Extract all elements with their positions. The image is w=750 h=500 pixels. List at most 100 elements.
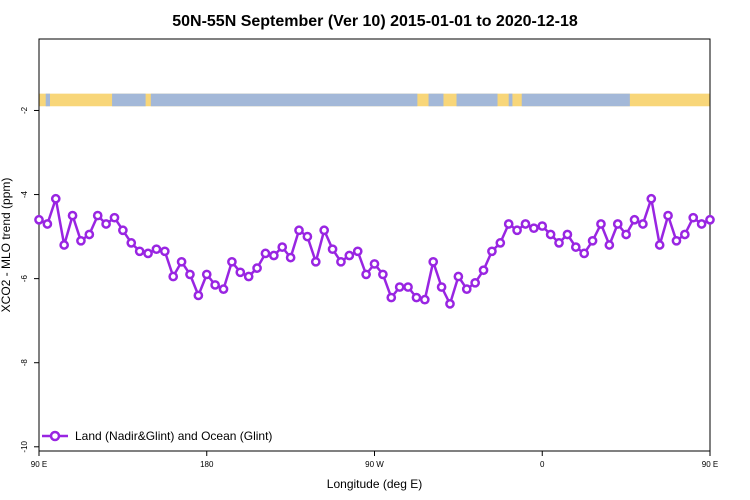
data-point xyxy=(436,282,447,292)
y-axis-label: XCO2 - MLO trend (ppm) xyxy=(0,178,13,313)
data-point xyxy=(612,219,623,229)
ocean-segment xyxy=(456,93,498,107)
data-point xyxy=(34,214,44,225)
y-tick-label: -6 xyxy=(20,275,29,283)
data-point xyxy=(478,265,489,276)
legend-label: Land (Nadir&Glint) and Ocean (Glint) xyxy=(75,429,272,443)
data-point xyxy=(378,269,388,280)
ocean-segment xyxy=(150,93,418,107)
data-point xyxy=(143,248,153,259)
data-point xyxy=(310,256,321,267)
data-point xyxy=(587,235,598,246)
data-point xyxy=(621,229,631,240)
data-point xyxy=(411,292,422,303)
data-point xyxy=(252,263,262,273)
x-tick-label: 0 xyxy=(540,460,545,469)
ocean-segment xyxy=(508,93,513,107)
data-point xyxy=(394,282,405,292)
data-point xyxy=(705,214,715,225)
data-point xyxy=(638,219,648,229)
data-point xyxy=(487,246,497,257)
data-point xyxy=(218,284,229,294)
data-point xyxy=(50,193,61,204)
data-point xyxy=(688,212,699,223)
data-point xyxy=(646,193,657,204)
data-point xyxy=(302,231,313,242)
data-point xyxy=(101,219,111,229)
data-point xyxy=(679,229,690,240)
data-point xyxy=(570,242,581,252)
data-point xyxy=(512,225,522,236)
data-point xyxy=(445,299,455,309)
x-axis-label: Longitude (deg E) xyxy=(327,477,422,491)
data-point xyxy=(403,282,413,292)
data-point xyxy=(629,214,640,225)
chart-title: 50N-55N September (Ver 10) 2015-01-01 to… xyxy=(172,13,578,30)
y-axis: -2 -4 -6 -8 -10 xyxy=(20,106,39,453)
data-point xyxy=(176,256,187,267)
x-tick-label: 90 E xyxy=(31,460,47,469)
data-point xyxy=(84,229,95,240)
data-point xyxy=(243,271,254,282)
data-point xyxy=(453,271,464,282)
data-point xyxy=(503,219,514,229)
data-point xyxy=(537,221,548,231)
data-point xyxy=(529,223,539,234)
data-point xyxy=(67,210,78,221)
data-point xyxy=(419,294,430,305)
data-point xyxy=(59,240,70,250)
data-point xyxy=(428,256,439,267)
data-point xyxy=(193,290,204,301)
data-point xyxy=(109,212,120,223)
data-point xyxy=(352,246,363,257)
data-point xyxy=(596,219,606,229)
data-point xyxy=(470,277,480,288)
data-point xyxy=(235,267,246,278)
data-point xyxy=(151,244,162,255)
data-point xyxy=(663,210,673,221)
data-point xyxy=(336,256,346,267)
ocean-segment xyxy=(428,93,444,107)
data-point xyxy=(495,238,506,248)
data-point xyxy=(159,246,170,257)
data-point xyxy=(168,271,179,282)
data-point xyxy=(294,225,304,236)
y-tick-label: -10 xyxy=(20,440,29,452)
data-point xyxy=(654,240,665,250)
y-tick-label: -4 xyxy=(20,190,29,198)
data-point xyxy=(361,269,371,280)
data-point xyxy=(285,252,296,263)
x-axis: 90 E 180 90 W 0 90 E xyxy=(31,451,718,469)
data-point xyxy=(134,246,145,257)
x-tick-label: 90 E xyxy=(702,460,718,469)
data-point xyxy=(319,225,330,236)
ocean-segment xyxy=(45,93,50,107)
land-ocean-bar xyxy=(39,93,710,107)
data-point xyxy=(277,242,288,252)
data-point xyxy=(42,219,53,229)
legend-marker xyxy=(49,430,61,442)
data-point xyxy=(579,248,590,259)
data-point xyxy=(671,235,682,246)
data-point xyxy=(545,229,556,240)
data-point xyxy=(344,250,355,261)
y-tick-label: -2 xyxy=(20,106,29,114)
data-point xyxy=(604,240,615,250)
data-point xyxy=(76,235,86,246)
ocean-segment xyxy=(112,93,146,107)
data-point xyxy=(92,210,103,221)
data-point xyxy=(260,248,271,259)
data-point xyxy=(269,250,279,261)
data-point xyxy=(227,256,237,267)
y-tick-label: -8 xyxy=(20,359,29,367)
x-tick-label: 90 W xyxy=(365,460,384,469)
data-point xyxy=(520,219,531,229)
data-point xyxy=(562,229,573,240)
data-point xyxy=(327,244,338,255)
data-point xyxy=(185,269,195,280)
data-point xyxy=(210,280,220,290)
data-point xyxy=(126,238,137,248)
series-layer xyxy=(34,193,715,309)
data-point xyxy=(118,225,128,236)
